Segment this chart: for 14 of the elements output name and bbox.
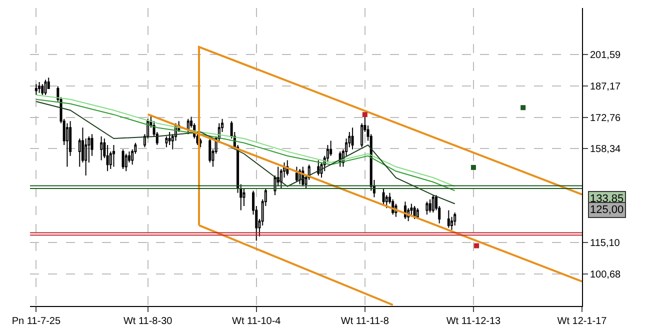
- x-tick-label: Wt 12-1-17: [557, 316, 608, 327]
- y-tick-label: 201,59: [590, 50, 622, 62]
- x-tick-label: Wt 11-10-4: [232, 316, 282, 327]
- y-tick-label: 100,68: [590, 270, 622, 281]
- x-tick-label: Wt 11-8-30: [123, 316, 173, 327]
- x-tick-label: Wt 11-11-8: [340, 316, 390, 327]
- y-tick-label: 172,76: [590, 112, 622, 124]
- text: 125,00: [590, 204, 624, 216]
- x-tick-label: Wt 11-12-13: [446, 316, 502, 327]
- y-tick-label: 158,34: [590, 144, 622, 156]
- y-tick-label: 187,17: [590, 81, 622, 92]
- y-tick-label: 115,10: [590, 238, 620, 250]
- x-tick-label: Pn 11-7-25: [12, 316, 61, 327]
- text: 133,85: [590, 193, 624, 205]
